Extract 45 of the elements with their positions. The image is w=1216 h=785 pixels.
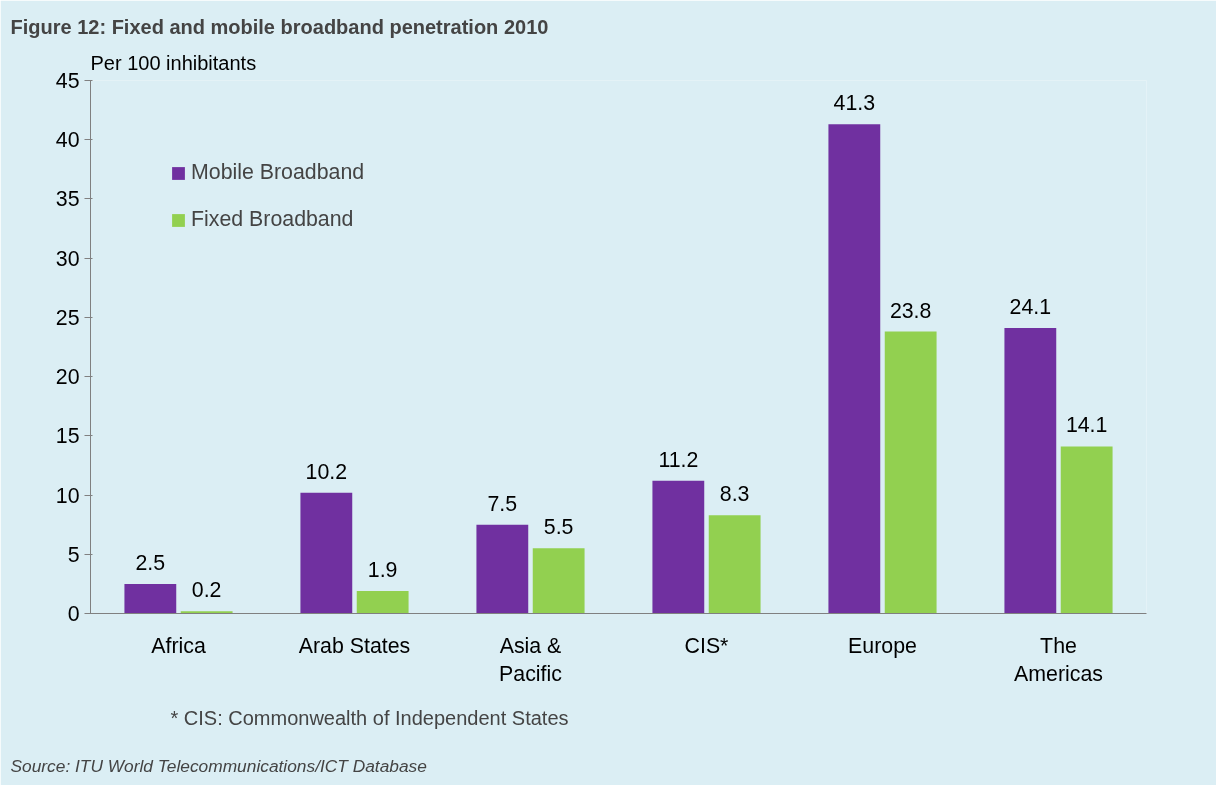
data-label: 0.2 xyxy=(191,578,222,603)
y-tick-label: 40 xyxy=(55,128,80,153)
data-label: 23.8 xyxy=(889,298,932,323)
x-tick-label: The Americas xyxy=(1014,633,1103,687)
data-label: 11.2 xyxy=(658,447,699,472)
x-tick-label: Arab States xyxy=(298,633,411,658)
y-tick-label: 25 xyxy=(55,305,80,330)
x-tick-label: Europe xyxy=(848,633,917,658)
text: * CIS: Commonwealth of Independent States xyxy=(170,706,569,729)
data-label: 7.5 xyxy=(487,491,518,516)
y-tick-label: 20 xyxy=(55,365,80,390)
data-label: 5.5 xyxy=(543,515,574,540)
data-label: 14.1 xyxy=(1065,413,1108,438)
y-tick-label: 35 xyxy=(55,187,80,212)
data-label: 10.2 xyxy=(305,459,348,484)
bar xyxy=(828,124,881,614)
bar xyxy=(300,492,353,614)
source-note: Source: ITU World Telecommunications/ICT Database xyxy=(10,755,427,776)
data-label: 24.1 xyxy=(1009,295,1052,320)
legend-label: Fixed Broadband xyxy=(191,207,354,232)
bar xyxy=(884,331,937,614)
x-tick-label: Asia & Pacific xyxy=(499,633,563,687)
legend-label: Mobile Broadband xyxy=(191,160,365,185)
data-label: 1.9 xyxy=(367,558,398,582)
y-tick-label: 5 xyxy=(67,542,80,567)
y-axis-title: Per 100 inhibitants xyxy=(90,51,257,74)
data-label: 41.3 xyxy=(833,91,876,116)
y-tick-label: 0 xyxy=(67,602,80,626)
y-tick-label: 10 xyxy=(55,483,80,508)
bar xyxy=(652,480,705,614)
bar xyxy=(124,583,177,614)
x-tick-label: Africa xyxy=(151,633,206,658)
chart-title: Figure 12: Fixed and mobile broadband penetration 2010 xyxy=(10,15,549,38)
x-tick-label: CIS* xyxy=(684,633,729,658)
bar xyxy=(708,515,761,614)
bar xyxy=(476,524,529,614)
bar xyxy=(356,591,409,614)
bar xyxy=(1004,328,1057,614)
data-label: 2.5 xyxy=(135,550,166,575)
bar xyxy=(532,548,585,614)
y-tick-label: 30 xyxy=(55,246,80,271)
y-tick-label: 45 xyxy=(55,69,80,93)
bar xyxy=(1060,446,1113,614)
y-tick-label: 15 xyxy=(55,424,80,449)
data-label: 8.3 xyxy=(719,482,750,507)
